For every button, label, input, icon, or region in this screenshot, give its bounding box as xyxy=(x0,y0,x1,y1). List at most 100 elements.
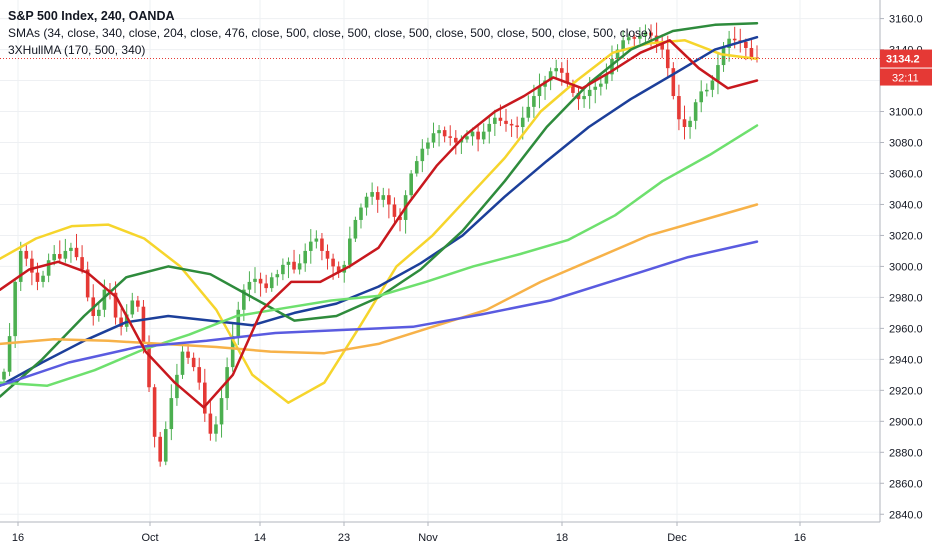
candle-body xyxy=(420,148,425,162)
candle xyxy=(414,155,419,177)
candle xyxy=(693,99,698,130)
price-tick-label: 2940.0 xyxy=(889,354,923,366)
candle xyxy=(130,292,135,318)
candle-body xyxy=(119,317,123,327)
candle-body xyxy=(348,238,352,265)
candle xyxy=(152,384,157,448)
candle-body xyxy=(203,382,207,414)
candle-body xyxy=(163,429,168,462)
bar-countdown-tag: 32:11 xyxy=(880,68,932,86)
candle-body xyxy=(264,283,268,289)
candle-body xyxy=(565,72,570,84)
price-tick-label: 3080.0 xyxy=(889,138,923,150)
candle xyxy=(41,270,45,288)
candle-body xyxy=(476,131,480,140)
price-tick-label: 2980.0 xyxy=(889,292,923,304)
candle-body xyxy=(325,250,330,259)
candle xyxy=(303,243,307,272)
candle xyxy=(97,301,101,322)
candle-body xyxy=(2,371,6,380)
candle-body xyxy=(24,250,29,259)
candle xyxy=(297,254,302,275)
candle-body xyxy=(169,398,174,430)
candle-body xyxy=(292,261,296,270)
candle xyxy=(348,226,352,269)
candle xyxy=(275,269,280,286)
candle-body xyxy=(515,125,519,128)
candle-body xyxy=(41,275,45,282)
candle-body xyxy=(175,374,179,399)
candle xyxy=(593,79,598,104)
candle xyxy=(448,125,453,146)
candle xyxy=(264,274,268,293)
candle xyxy=(370,182,374,205)
candle xyxy=(208,400,213,441)
candle-body xyxy=(554,68,558,72)
candle-body xyxy=(141,306,146,344)
candle xyxy=(626,33,631,45)
candle xyxy=(7,323,12,377)
candle-body xyxy=(57,254,62,259)
time-axis[interactable]: 16 Oct 14 23 Nov 18 Dec 16 xyxy=(0,521,880,544)
candle xyxy=(74,233,79,261)
candle-body xyxy=(230,336,235,368)
candle-body xyxy=(147,343,151,388)
candle-body xyxy=(431,133,436,143)
candle-body xyxy=(693,102,698,121)
candle xyxy=(219,386,224,438)
candle xyxy=(409,170,413,200)
price-axis[interactable]: 2840.0 2860.0 2880.0 2900.0 2920.0 2940.0 2960… xyxy=(879,0,932,522)
candle xyxy=(749,38,754,61)
price-tick-label: 2900.0 xyxy=(889,416,923,428)
candle xyxy=(281,258,285,281)
price-tick-label: 3000.0 xyxy=(889,261,923,273)
price-tick-label: 3060.0 xyxy=(889,168,923,180)
candle xyxy=(705,83,709,97)
candle-body xyxy=(336,266,341,273)
candle xyxy=(504,108,508,132)
candle xyxy=(203,368,207,422)
candle-body xyxy=(699,91,704,103)
candle-body xyxy=(571,83,575,93)
candle-body xyxy=(649,32,653,36)
candle xyxy=(286,257,291,279)
time-tick-label: 16 xyxy=(12,532,24,544)
candle-body xyxy=(74,247,79,258)
candle xyxy=(364,192,369,216)
candle-body xyxy=(286,261,291,265)
candle-body xyxy=(744,41,748,49)
candle xyxy=(493,109,497,136)
candle-body xyxy=(130,300,135,315)
price-tick-label: 2840.0 xyxy=(889,509,923,521)
bar-countdown-label: 32:11 xyxy=(892,73,919,85)
candle xyxy=(682,105,687,140)
candle-body xyxy=(46,260,51,276)
candle-body xyxy=(80,257,84,270)
candle xyxy=(437,125,441,147)
candle-body xyxy=(643,32,648,36)
candle-body xyxy=(297,263,302,270)
candle xyxy=(136,295,140,312)
candle-body xyxy=(308,241,313,251)
candle-body xyxy=(52,254,56,261)
candle-body xyxy=(437,130,441,134)
candle-body xyxy=(487,123,492,132)
candle-body xyxy=(281,264,285,275)
candle-body xyxy=(677,96,681,120)
price-tick-label: 3040.0 xyxy=(889,199,923,211)
candle-body xyxy=(721,48,726,66)
candle-body xyxy=(242,289,246,310)
candle-body xyxy=(102,289,107,310)
price-tick-label: 2860.0 xyxy=(889,478,923,490)
candle xyxy=(643,24,648,44)
time-tick-label: 14 xyxy=(254,532,266,544)
candle xyxy=(191,352,196,372)
candle xyxy=(169,384,174,441)
candle-body xyxy=(716,65,720,81)
candle-body xyxy=(136,300,140,307)
current-price-tag: 3134.2 xyxy=(880,49,932,68)
candle-body xyxy=(621,40,625,50)
candle xyxy=(308,229,313,264)
candle-body xyxy=(682,119,687,128)
